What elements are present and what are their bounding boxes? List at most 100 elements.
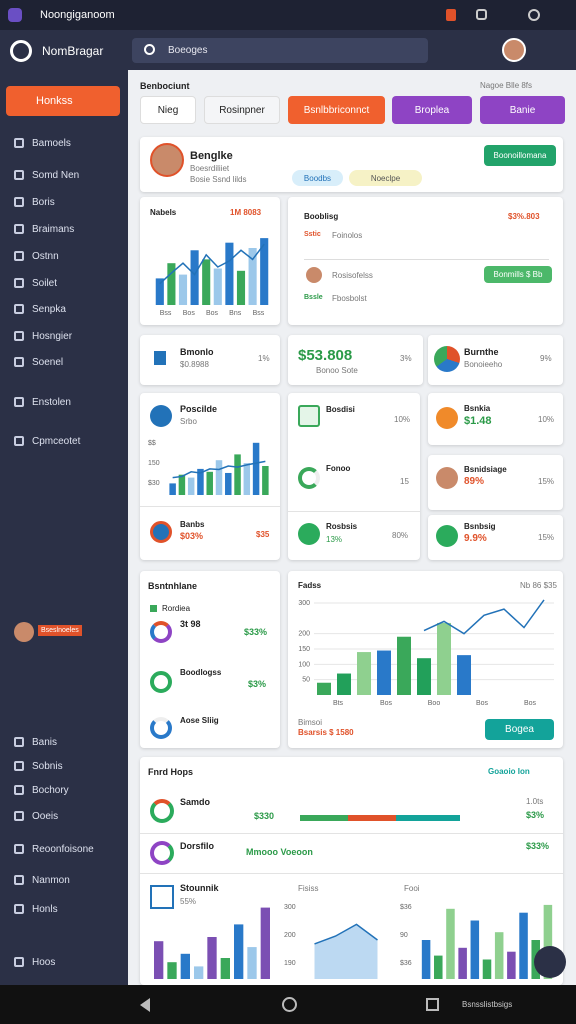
chart-title: Fadss (298, 581, 322, 590)
nav-item[interactable]: Braimans (14, 224, 74, 235)
search-box[interactable]: Boeoges (132, 38, 428, 63)
bar (377, 650, 391, 695)
recent-button[interactable] (426, 998, 439, 1011)
nav-label: Nanmon (32, 875, 70, 886)
card-title: Bsnkia (464, 404, 491, 413)
y-tick-label: $$ (148, 440, 156, 447)
nav-label: Enstolen (32, 397, 71, 408)
home-button[interactable] (282, 997, 297, 1012)
panel-button[interactable]: Bonmills $ Bb (484, 266, 552, 283)
nav-item[interactable]: Soilet (14, 278, 57, 289)
bar (194, 966, 204, 979)
nav-item[interactable]: Enstolen (14, 397, 71, 408)
nav-item[interactable]: Banis (14, 737, 57, 748)
kpi-card: Bmonlo $0.8988 1% (140, 335, 280, 385)
kpi-pct: 1% (258, 354, 270, 363)
avatar[interactable] (502, 38, 526, 62)
bar (421, 940, 431, 979)
tab[interactable]: Bsnlbbriconnct (288, 96, 385, 124)
nav-item[interactable]: Hoos (14, 957, 55, 968)
card-title: Fonoo (326, 464, 351, 473)
row-title: Dorsfilo (180, 841, 215, 851)
tab[interactable]: Broplea (392, 96, 472, 124)
nav-label: Hosngier (32, 331, 73, 342)
line (172, 460, 266, 479)
nav-item[interactable]: Hosngier (14, 331, 72, 342)
y-tick-label: 100 (298, 661, 310, 668)
row-tag: Sstic (304, 231, 321, 238)
chart-title: Poscilde (180, 404, 218, 414)
progress (300, 815, 460, 821)
card-pct: 10% (538, 415, 555, 424)
list-head: Rordiea (162, 604, 191, 613)
tab[interactable]: Rosinpner (204, 96, 280, 124)
profile-card: Benglke Boesrdiliiet Bosie Ssnd lilds Bo… (140, 137, 563, 192)
tag[interactable]: Noeclpe (349, 170, 422, 186)
nav-item[interactable]: Boris (14, 197, 55, 208)
bar (215, 460, 223, 495)
y-tick-label: 90 (400, 932, 408, 939)
status-bar: Noongiganoom (0, 0, 576, 30)
combo-chart: 50 100 150 200 300 Bts Bos Boo Bos Bos (298, 599, 554, 707)
fab[interactable] (534, 946, 566, 978)
back-button[interactable] (140, 998, 150, 1012)
kpi-pct: 3% (400, 354, 412, 363)
card-title: Rosbsis (326, 522, 358, 531)
row-title: Samdo (180, 797, 211, 807)
nav-item[interactable]: Bamoels (14, 138, 71, 149)
nav-label: Braimans (32, 224, 75, 235)
kpi-card: $53.808 Bonoo Sote 3% (288, 335, 423, 385)
line (423, 599, 545, 635)
nav-active[interactable]: Honkss (6, 86, 120, 116)
nav-item[interactable]: Bochory (14, 785, 69, 796)
nav-icon (14, 278, 24, 288)
nav-item[interactable]: Nanmon (14, 875, 70, 886)
nav-icon (14, 197, 24, 207)
nav-icon (14, 737, 24, 747)
nav-item[interactable]: Senpka (14, 304, 66, 315)
chart-button[interactable]: Bogea (485, 719, 554, 740)
nav-label: Soilet (32, 278, 58, 289)
y-tick-label: 150 (298, 646, 310, 653)
nav-label: Bsnsslistbsigs (462, 1000, 513, 1009)
nav-item[interactable]: Sobnis (14, 761, 63, 772)
logo (10, 40, 32, 62)
chart-title: Fisiss (298, 884, 319, 893)
row-meta: 1.0ts (526, 797, 544, 806)
bar (417, 658, 431, 695)
nav-item[interactable]: Honls (14, 904, 58, 915)
bar (470, 920, 480, 979)
y-tick-label: $36 (400, 904, 412, 911)
kpi-pie (434, 346, 460, 372)
bar (155, 278, 164, 305)
row-text: Fbosbolst (332, 294, 367, 303)
nav-item[interactable]: Cpmceotet (14, 436, 80, 447)
nav-item[interactable]: Soenel (14, 357, 63, 368)
bar (434, 955, 443, 979)
nav-icon (14, 224, 24, 234)
nav-item[interactable]: Ooeis (14, 811, 58, 822)
primary-button[interactable]: Boonoillomana (484, 145, 556, 166)
bar (482, 959, 492, 979)
bar (543, 904, 553, 979)
y-tick-label: $36 (400, 960, 412, 967)
nav-item[interactable]: Ostnn (14, 251, 59, 262)
x-tick-label: Bos (183, 310, 196, 317)
icon (150, 521, 172, 543)
nav-item[interactable]: Somd Nen (14, 170, 79, 181)
tag[interactable]: Boodbs (292, 170, 343, 186)
tab[interactable]: Nieg (140, 96, 196, 124)
bottom-link[interactable]: Goaoio Ion (488, 767, 530, 776)
icon (298, 405, 320, 427)
header: NomBragar Boeoges (0, 30, 576, 70)
kpi-sub: Bonoo Sote (316, 366, 358, 375)
nav-label: Bochory (32, 785, 69, 796)
kpi-card: Burnthe Bonoieeho 9% (428, 335, 563, 385)
stat-card: Bsnkia $1.48 10% (428, 393, 563, 445)
y-tick-label: 300 (298, 600, 310, 607)
tab[interactable]: Banie (480, 96, 565, 124)
profile-name: Benglke (190, 150, 233, 162)
bar (494, 932, 504, 979)
nav-item[interactable]: Reoonfoisone (14, 844, 94, 855)
